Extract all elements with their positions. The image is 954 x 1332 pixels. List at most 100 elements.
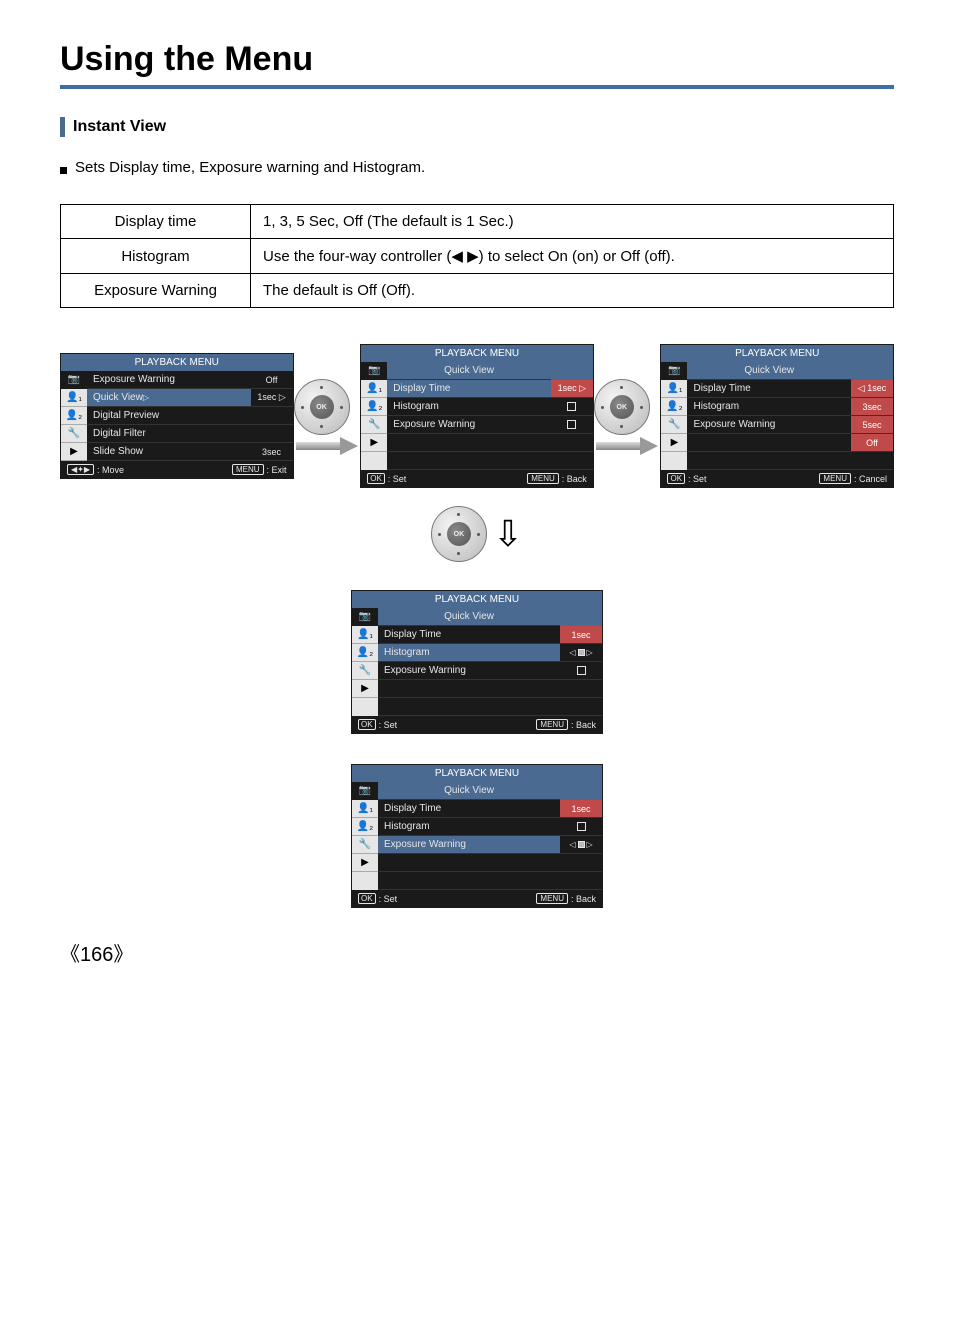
footer-right-text: : Exit: [267, 465, 287, 475]
page-number: 《166》: [60, 938, 894, 967]
menu-footer: OK: Set MENU: Back: [352, 890, 602, 907]
menu-screen-4: PLAYBACK MENU 📷👤₁👤₂🔧▶ Quick ViewDisplay …: [351, 590, 603, 734]
menu-header: PLAYBACK MENU: [361, 345, 593, 362]
menu-row-label: Display Time: [378, 626, 560, 644]
menu-row-value: [251, 407, 293, 425]
def-desc: Use the four-way controller (◀ ▶) to sel…: [251, 239, 894, 274]
menu-tab: ▶: [661, 434, 687, 452]
menu-center: Quick ViewDisplay TimeHistogramExposure …: [387, 362, 551, 470]
arrow-down-icon: ⇩: [493, 516, 523, 552]
menu-footer: OK: Set MENU: Cancel: [661, 470, 893, 487]
menu-header: PLAYBACK MENU: [352, 591, 602, 608]
menu-subhead-spacer: [560, 782, 602, 800]
menu-tab: 👤₂: [352, 644, 378, 662]
menu-row-value: Off: [251, 371, 293, 389]
menu-subhead-spacer: [551, 362, 593, 380]
menu-row-value: [551, 398, 593, 416]
menu-row-value: [560, 698, 602, 716]
menu-tab: 👤₁: [661, 380, 687, 398]
menu-value-column: Off1sec ▷3sec: [251, 371, 293, 461]
menu-row-value: ◁ 1sec: [851, 380, 893, 398]
def-label: Histogram: [61, 239, 251, 274]
menu-tab: 👤₁: [361, 380, 387, 398]
section-heading: Instant View: [60, 117, 894, 137]
menu-footer: OK: Set MENU: Back: [352, 716, 602, 733]
menu-tab: 🔧: [361, 416, 387, 434]
menu-subhead-spacer: [851, 362, 893, 380]
menu-tab: ▶: [361, 434, 387, 452]
keycap-left: OK: [667, 473, 685, 484]
menu-tab: 📷: [61, 371, 87, 389]
menu-tab: 🔧: [352, 836, 378, 854]
screens-row: PLAYBACK MENU 📷👤₁👤₂🔧▶ Exposure WarningQu…: [60, 344, 894, 488]
menu-row-label: [378, 854, 560, 872]
menu-row-value: [851, 452, 893, 470]
table-row: Exposure Warning The default is Off (Off…: [61, 274, 894, 308]
def-label: Exposure Warning: [61, 274, 251, 308]
ok-button-icon: OK: [594, 379, 650, 435]
menu-row-value: 1sec ▷: [251, 389, 293, 407]
menu-row-value: Off: [851, 434, 893, 452]
menu-tab: 👤₂: [661, 398, 687, 416]
menu-row-label: Exposure Warning: [87, 371, 251, 389]
menu-tab: 🔧: [352, 662, 378, 680]
menu-header: PLAYBACK MENU: [661, 345, 893, 362]
menu-row-label: [378, 698, 560, 716]
menu-screen-5: PLAYBACK MENU 📷👤₁👤₂🔧▶ Quick ViewDisplay …: [351, 764, 603, 908]
bullet-text: Sets Display time, Exposure warning and …: [75, 159, 425, 176]
menu-screen-3: PLAYBACK MENU 📷👤₁👤₂🔧▶ Quick ViewDisplay …: [660, 344, 894, 488]
menu-subhead: Quick View: [687, 362, 851, 380]
ok-arrow-2: OK: [594, 379, 661, 453]
menu-tab-column: 📷👤₁👤₂🔧▶: [661, 362, 687, 470]
menu-center: Quick ViewDisplay TimeHistogramExposure …: [687, 362, 851, 470]
menu-header: PLAYBACK MENU: [61, 354, 293, 371]
menu-tab: ▶: [61, 443, 87, 461]
menu-value-column: ◁ 1sec3sec5secOff: [851, 362, 893, 470]
menu-row-value: [551, 416, 593, 434]
bullet-square-icon: [60, 167, 67, 174]
menu-row-value: 1sec: [560, 626, 602, 644]
menu-row-value: 3sec: [851, 398, 893, 416]
keycap-right: MENU: [232, 464, 264, 475]
keycap-right: MENU: [536, 719, 568, 730]
keycap-left: ◀✦▶: [67, 464, 94, 475]
footer-left-text: : Set: [688, 474, 707, 484]
menu-tab: 🔧: [61, 425, 87, 443]
menu-row-value: [551, 434, 593, 452]
menu-row-label: Histogram: [378, 644, 560, 662]
footer-left-text: : Move: [97, 465, 124, 475]
menu-row-label: Exposure Warning: [378, 662, 560, 680]
menu-row-label: Histogram: [687, 398, 851, 416]
ok-label: OK: [310, 395, 334, 419]
ok-arrow-1: OK: [294, 379, 361, 453]
menu-tab-column: 📷👤₁👤₂🔧▶: [352, 608, 378, 716]
menu-row-label: Exposure Warning: [687, 416, 851, 434]
keycap-right: MENU: [536, 893, 568, 904]
footer-left-text: : Set: [379, 894, 398, 904]
menu-tab: ▶: [352, 680, 378, 698]
menu-row-label: [387, 434, 551, 452]
menu-tab-column: 📷👤₁👤₂🔧▶: [361, 362, 387, 470]
menu-row-label: Display Time: [687, 380, 851, 398]
bullet-line: Sets Display time, Exposure warning and …: [60, 159, 894, 176]
menu-row-label: Digital Preview: [87, 407, 251, 425]
menu-row-label: Exposure Warning: [387, 416, 551, 434]
menu-tab-column: 📷👤₁👤₂🔧▶: [61, 371, 87, 461]
footer-right-text: : Back: [562, 474, 587, 484]
menu-row-label: [687, 434, 851, 452]
footer-right-text: : Back: [571, 720, 596, 730]
menu-row-value: [551, 452, 593, 470]
menu-row-value: [560, 818, 602, 836]
ok-button-icon: OK: [294, 379, 350, 435]
menu-screen-1: PLAYBACK MENU 📷👤₁👤₂🔧▶ Exposure WarningQu…: [60, 353, 294, 479]
menu-tab: 👤₁: [352, 626, 378, 644]
menu-row-value: ◁▷: [560, 644, 602, 662]
menu-row-value: 1sec ▷: [551, 380, 593, 398]
menu-row-value: [251, 425, 293, 443]
keycap-right: MENU: [819, 473, 851, 484]
def-desc: 1, 3, 5 Sec, Off (The default is 1 Sec.): [251, 205, 894, 239]
menu-tab: 🔧: [661, 416, 687, 434]
ok-button-icon: OK: [431, 506, 487, 562]
footer-left-text: : Set: [388, 474, 407, 484]
menu-center: Quick ViewDisplay TimeHistogramExposure …: [378, 608, 560, 716]
